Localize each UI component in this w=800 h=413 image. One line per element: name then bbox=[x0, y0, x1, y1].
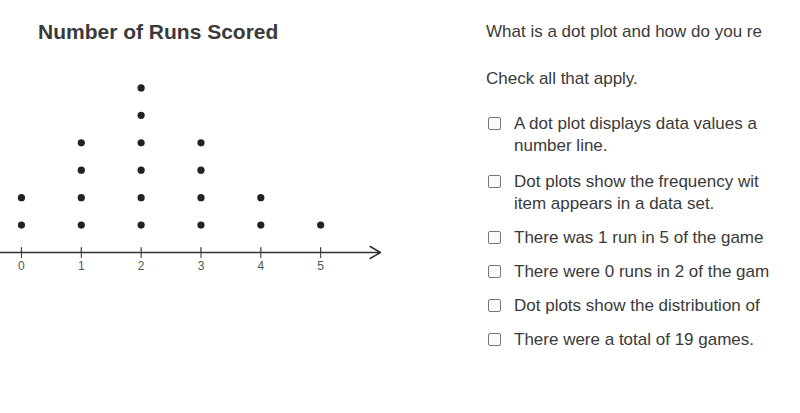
html-text:Dot plots show the frequency w: Dot plots show the frequency wit bbox=[514, 172, 759, 191]
svg-text:3: 3 bbox=[198, 259, 205, 273]
html-text:There were a total of 19 games: There were a total of 19 games. bbox=[514, 330, 754, 349]
html-text:item appears in a data set.: item appears in a data set. bbox=[514, 194, 715, 213]
html-text:What is a dot plot and how do: What is a dot plot and how do you re bbox=[486, 22, 762, 41]
svg-text:4: 4 bbox=[257, 259, 264, 273]
svg-text:0: 0 bbox=[18, 259, 25, 273]
html-text:Dot plots show the distributio: Dot plots show the distribution of bbox=[514, 296, 760, 315]
html-text:There were 0 runs in 2 of the: There were 0 runs in 2 of the gam bbox=[514, 262, 770, 281]
html-text:A dot plot displays data value: A dot plot displays data values a bbox=[514, 114, 757, 133]
html-text:Number of Runs Scored: Number of Runs Scored bbox=[38, 20, 279, 43]
svg-text:2: 2 bbox=[138, 259, 145, 273]
html-text:number line.: number line. bbox=[514, 136, 608, 155]
html-text:There was 1 run in 5 of the ga: There was 1 run in 5 of the game bbox=[514, 228, 764, 247]
html-text:Check all that apply.: Check all that apply. bbox=[486, 69, 638, 88]
svg-text:1: 1 bbox=[78, 259, 85, 273]
svg-text:5: 5 bbox=[317, 259, 324, 273]
